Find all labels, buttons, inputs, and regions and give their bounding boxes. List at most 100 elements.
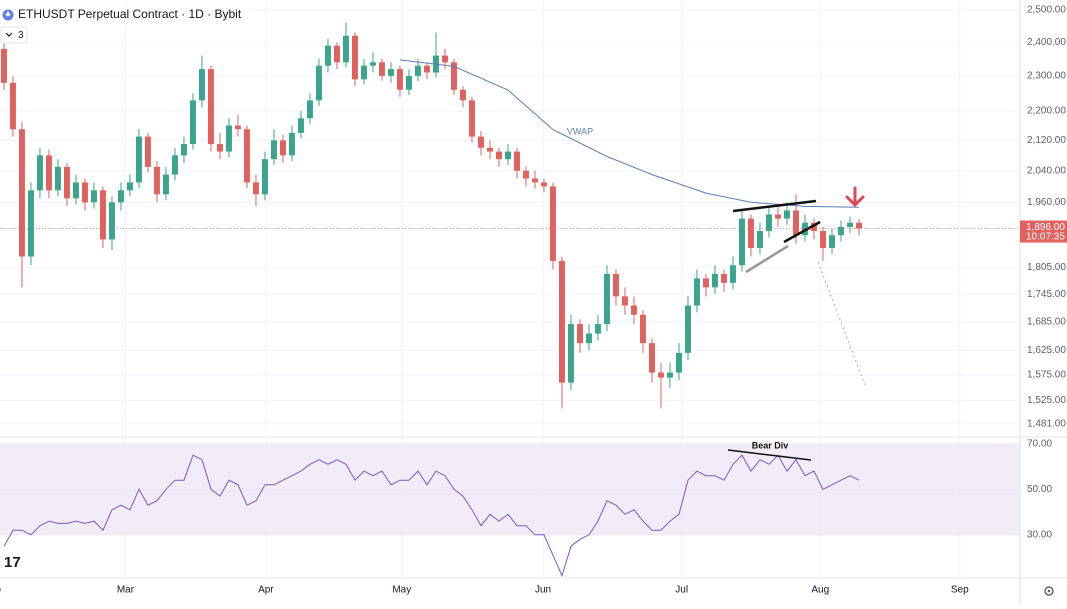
candle-body xyxy=(352,35,358,80)
y-tick-label: 70.00 xyxy=(1027,438,1052,449)
candle-body xyxy=(324,45,331,66)
candle-body xyxy=(829,235,835,248)
y-tick-label: 1,481.00 xyxy=(1027,418,1066,429)
candle-body xyxy=(730,265,736,283)
header-bg xyxy=(0,4,250,26)
y-tick-label: 50.00 xyxy=(1027,484,1052,495)
candle-body xyxy=(216,144,223,152)
candle-body xyxy=(658,372,664,378)
y-tick-label: 1,745.00 xyxy=(1027,289,1066,300)
candle-body xyxy=(279,140,286,156)
x-tick-label: Aug xyxy=(811,585,829,596)
wedge-bottom-line xyxy=(783,220,821,244)
candle-body xyxy=(559,260,565,383)
candle-body xyxy=(90,190,97,203)
y-tick-label: 1,685.00 xyxy=(1027,316,1066,327)
down-arrow xyxy=(845,186,865,208)
candle-body xyxy=(361,65,367,80)
countdown-label: 10:07:35 xyxy=(1026,232,1065,243)
y-tick-label: 1,625.00 xyxy=(1027,345,1066,356)
bear-div-label: Bear Div xyxy=(752,440,789,450)
candle-body xyxy=(189,100,196,145)
candle-body xyxy=(550,186,556,261)
x-tick-label: Apr xyxy=(258,585,274,596)
x-tick-label: Mar xyxy=(117,585,135,596)
indicators-toggle[interactable] xyxy=(0,26,28,44)
x-tick-label: May xyxy=(392,585,411,596)
candle-body xyxy=(198,69,205,101)
x-tick-label: Jun xyxy=(535,585,551,596)
candle-body xyxy=(225,125,232,152)
header-title[interactable]: ETHUSDT Perpetual Contract · 1D · Bybit xyxy=(18,7,242,21)
candle-body xyxy=(0,48,7,83)
projection-line xyxy=(817,261,866,386)
candle-body xyxy=(487,147,493,152)
candle-body xyxy=(370,62,376,66)
candle-body xyxy=(306,100,313,119)
candle-body xyxy=(252,182,259,195)
candle-body xyxy=(523,170,529,179)
candle-body xyxy=(18,129,25,257)
candle-body xyxy=(640,314,646,344)
candle-body xyxy=(406,75,412,90)
candle-body xyxy=(469,100,475,137)
candle-body xyxy=(847,222,853,227)
candle-body xyxy=(171,155,178,175)
wedge-top-line xyxy=(732,199,817,213)
candle-body xyxy=(63,166,70,199)
candle-body xyxy=(586,333,592,344)
candle-body xyxy=(288,132,295,156)
candle-body xyxy=(505,151,511,160)
candle-body xyxy=(54,166,61,191)
price-axis-bg xyxy=(1020,0,1067,604)
y-tick-label: 2,040.00 xyxy=(1027,165,1066,176)
candle-body xyxy=(99,190,106,240)
y-tick-label: 2,500.00 xyxy=(1027,5,1066,16)
y-tick-label: 2,300.00 xyxy=(1027,71,1066,82)
candle-body xyxy=(36,155,43,191)
candle-body xyxy=(243,129,250,183)
candle-body xyxy=(622,296,628,306)
candle-body xyxy=(703,278,709,288)
candle-body xyxy=(234,125,241,130)
candle-body xyxy=(667,372,673,378)
y-tick-label: 30.00 xyxy=(1027,529,1052,540)
candle-body xyxy=(460,89,466,101)
candle-body xyxy=(838,226,844,236)
candle-body xyxy=(153,166,160,195)
candle-body xyxy=(261,159,268,195)
candle-body xyxy=(72,182,79,199)
candle-body xyxy=(784,210,790,219)
candle-body xyxy=(126,182,133,191)
candle-body xyxy=(811,222,817,232)
candle-body xyxy=(9,82,16,130)
y-tick-label: 1,805.00 xyxy=(1027,262,1066,273)
candle-body xyxy=(333,45,340,63)
candle-body xyxy=(315,65,322,101)
candle-body xyxy=(514,151,520,171)
candle-body xyxy=(478,136,484,148)
candle-body xyxy=(748,218,754,248)
settings-icon[interactable] xyxy=(1044,586,1054,596)
candle-body xyxy=(496,151,502,160)
x-tick-label: Jul xyxy=(675,585,688,596)
wedge-bottom-line xyxy=(745,244,789,274)
y-tick-label: 1,575.00 xyxy=(1027,370,1066,381)
rsi-band xyxy=(0,443,1020,535)
indicator-count: 3 xyxy=(18,30,24,41)
candle-body xyxy=(117,190,124,203)
candle-body xyxy=(766,214,772,232)
logo[interactable]: 17 xyxy=(4,554,21,571)
candle-body xyxy=(541,182,547,187)
candle-body xyxy=(649,343,655,373)
candle-body xyxy=(270,140,277,160)
candle-body xyxy=(135,136,142,183)
candle-body xyxy=(685,305,691,353)
candle-body xyxy=(712,273,718,288)
candle-body xyxy=(793,210,799,236)
candle-body xyxy=(27,190,34,257)
rsi-line xyxy=(3,454,860,578)
axes: Feb Mar Apr May Jun Jul Aug Sep 2,500.00 2,400.00… xyxy=(0,5,1067,596)
candle-body xyxy=(397,69,403,90)
